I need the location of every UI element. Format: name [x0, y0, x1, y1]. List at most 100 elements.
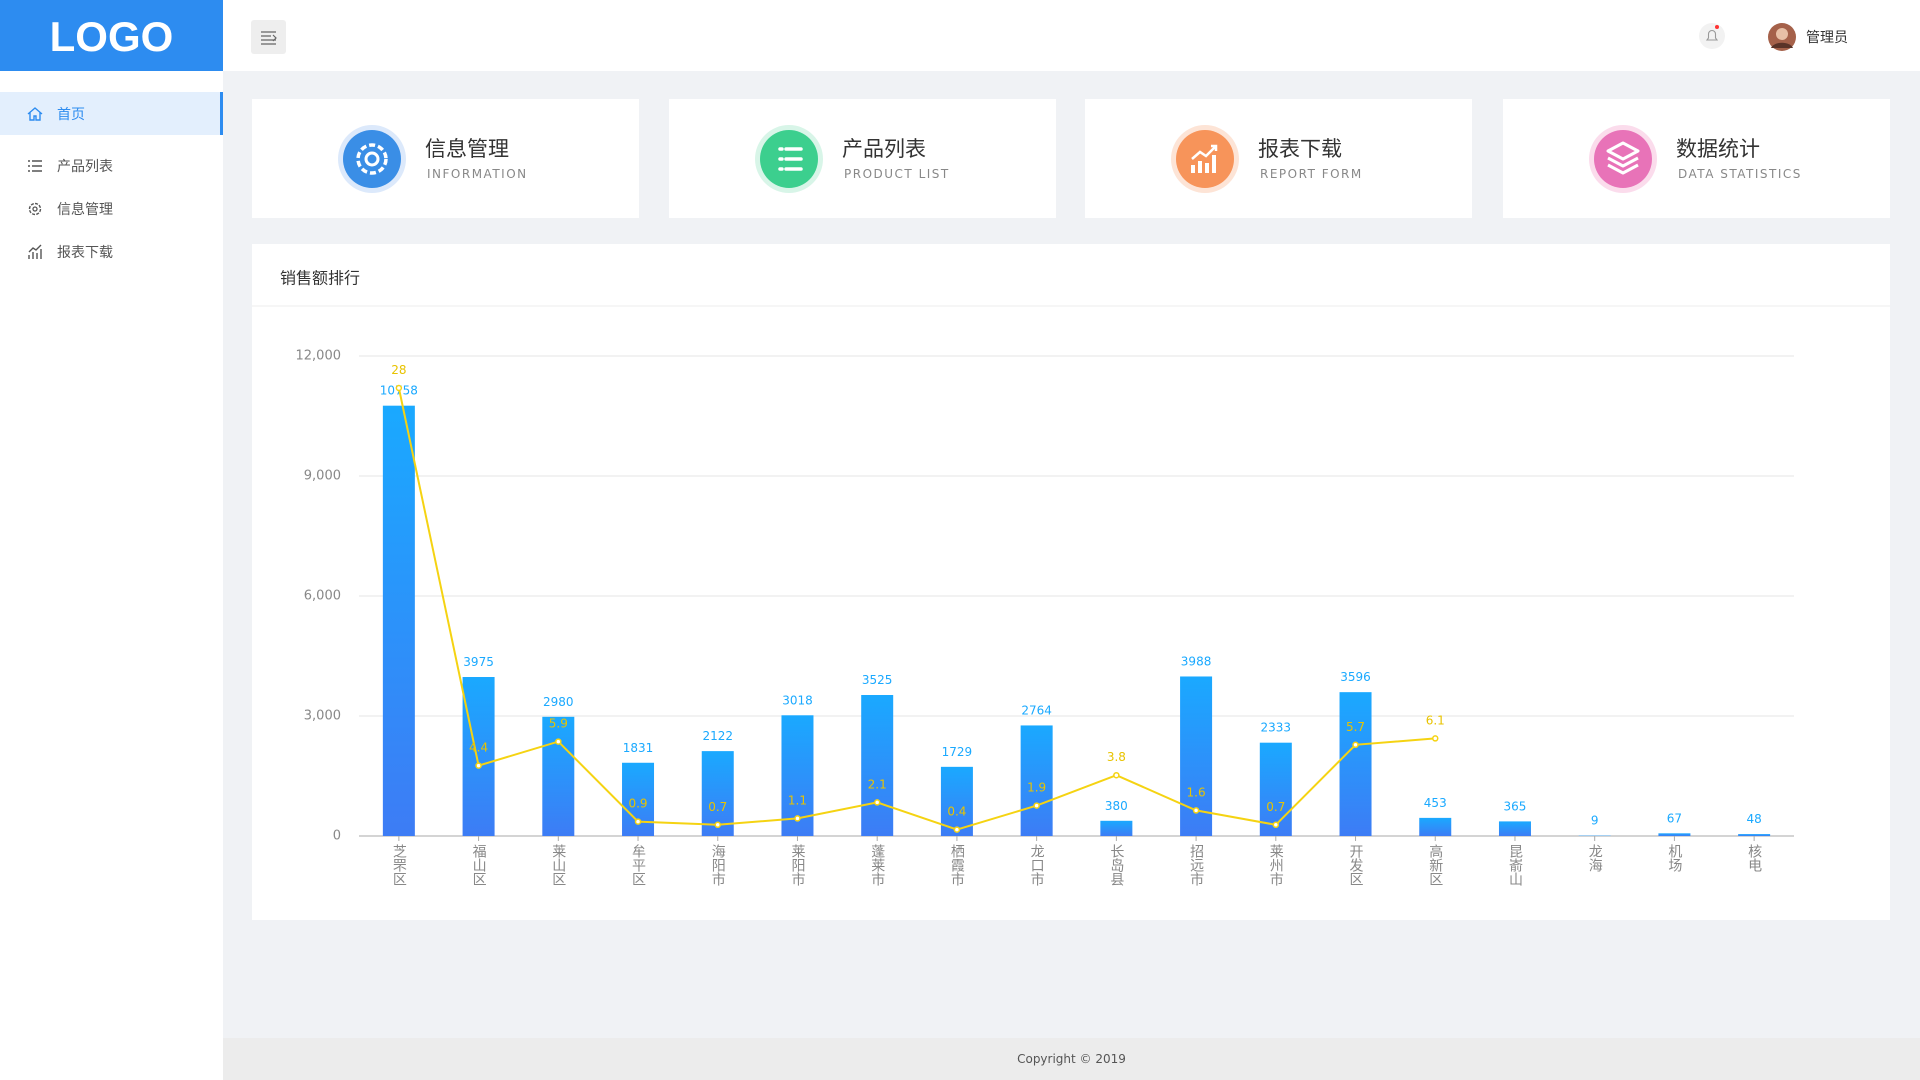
x-tick-label: 莱山区: [550, 844, 566, 886]
line-point: [555, 738, 562, 745]
menu-label: 信息管理: [57, 201, 113, 218]
line-value-label: 0.4: [947, 805, 966, 819]
bar-value-label: 9: [1591, 814, 1599, 828]
toggle-icon: [261, 31, 277, 45]
menu-item[interactable]: 首页: [0, 92, 223, 135]
bar-value-label: 2980: [543, 695, 574, 709]
x-tick-label: 栖霞市: [949, 844, 965, 886]
bar-value-label: 3596: [1340, 670, 1371, 684]
x-tick-label: 蓬莱市: [869, 844, 885, 886]
line-value-label: 5.7: [1346, 720, 1365, 734]
card-icon: [1171, 125, 1239, 193]
bar-value-label: 67: [1667, 811, 1682, 825]
bar-value-label: 1729: [942, 745, 973, 759]
user-name[interactable]: 管理员: [1806, 30, 1848, 46]
bar: [1339, 692, 1372, 836]
bar: [1419, 817, 1452, 836]
x-tick-label: 龙口市: [1029, 844, 1045, 886]
card-subtitle: REPORT FORM: [1260, 167, 1363, 181]
bar: [382, 405, 415, 836]
card-icon: [755, 125, 823, 193]
x-tick-label: 福山区: [471, 844, 487, 886]
home-icon: [27, 106, 43, 121]
line-value-label: 6.1: [1426, 713, 1445, 727]
nav-card[interactable]: 信息管理 INFORMATION: [252, 99, 639, 218]
bell[interactable]: [1698, 22, 1726, 50]
line-point: [1033, 802, 1040, 809]
bar-value-label: 2333: [1261, 721, 1292, 735]
bar: [462, 677, 495, 836]
card-subtitle: DATA STATISTICS: [1678, 167, 1802, 181]
line-value-label: 2.1: [868, 777, 887, 791]
nav-card[interactable]: 产品列表 PRODUCT LIST: [669, 99, 1056, 218]
chart-panel: 销售额排行 0 3,000 6,000 9,000 12,000 芝罘区 福山区 莱山区 牟平区…: [252, 244, 1890, 920]
menu-item[interactable]: 信息管理: [0, 187, 223, 230]
card-subtitle: PRODUCT LIST: [844, 167, 950, 181]
line-point: [794, 815, 801, 822]
y-tick-label: 0: [333, 829, 341, 844]
x-tick-label: 莱州市: [1268, 844, 1284, 886]
line-point: [714, 821, 721, 829]
report-icon: [28, 244, 42, 259]
card-subtitle: INFORMATION: [427, 167, 528, 181]
x-tick-label: 龙海: [1587, 844, 1603, 872]
x-tick-label: 高新区: [1427, 843, 1443, 886]
x-tick-label: 海阳市: [710, 844, 726, 886]
menu-item[interactable]: 报表下载: [0, 230, 223, 273]
chart: 销售额排行 0 3,000 6,000 9,000 12,000 芝罘区 福山区 莱山区 牟平区…: [252, 269, 1890, 886]
line-value-label: 5.9: [549, 717, 568, 731]
y-tick-label: 9,000: [304, 469, 341, 484]
footer: Copyright © 2019: [223, 1038, 1920, 1080]
y-tick-label: 6,000: [304, 589, 341, 604]
line-point: [1272, 821, 1280, 829]
bar: [861, 695, 894, 836]
card-icon: [1589, 125, 1657, 193]
line-value-label: 1.1: [788, 793, 807, 807]
bar-value-label: 2122: [702, 729, 733, 743]
line-point: [1432, 735, 1439, 742]
bar-value-label: 380: [1105, 799, 1128, 813]
line-point: [953, 826, 961, 833]
gear-icon: [28, 202, 42, 215]
nav-card[interactable]: 数据统计 DATA STATISTICS: [1503, 99, 1890, 218]
list-icon: [28, 159, 42, 172]
bar: [1498, 821, 1531, 836]
bar-value-label: 453: [1424, 796, 1447, 810]
line-value-label: 4.4: [469, 741, 488, 755]
line-value-label: 0.9: [628, 797, 647, 811]
line: [397, 387, 1436, 831]
line-value-label: 0.7: [708, 800, 727, 814]
bar: [1100, 820, 1133, 836]
line-value-label: 28: [391, 363, 406, 377]
x-tick-label: 莱阳市: [789, 844, 805, 886]
line-point: [395, 384, 403, 392]
menu-item[interactable]: 产品列表: [0, 144, 223, 187]
bar: [1020, 725, 1053, 836]
bar: [1738, 834, 1771, 836]
card-title: 报表下载: [1258, 137, 1342, 161]
x-tick-label: 牟平区: [630, 844, 646, 886]
line-point: [873, 799, 881, 806]
bar-value-label: 1831: [623, 741, 654, 755]
chart-title: 销售额排行: [280, 269, 360, 288]
avatar[interactable]: [1767, 22, 1797, 52]
bar-value-label: 365: [1504, 799, 1527, 813]
line-value-label: 1.6: [1187, 785, 1206, 799]
card-title: 产品列表: [842, 137, 926, 161]
bar-value-label: 3525: [862, 673, 893, 687]
sidebar: LOGO 首页 产品列表 信息管理 报表下载: [0, 0, 223, 1080]
menu-label: 产品列表: [57, 158, 113, 175]
x-tick-label: 招远市: [1188, 844, 1204, 886]
bar-value-label: 3988: [1181, 654, 1212, 668]
bar: [1259, 742, 1292, 836]
menu-toggle[interactable]: [251, 20, 286, 54]
line-value-label: 1.9: [1027, 781, 1046, 795]
line-point: [1192, 807, 1200, 814]
x-tick-label: 昆嵛山: [1507, 844, 1523, 886]
x-tick-label: 芝罘区: [391, 844, 407, 886]
nav-card[interactable]: 报表下载 REPORT FORM: [1085, 99, 1472, 218]
x-tick-label: 机场: [1666, 844, 1682, 873]
x-tick-label: 开发区: [1348, 844, 1364, 886]
bar: [542, 716, 575, 836]
